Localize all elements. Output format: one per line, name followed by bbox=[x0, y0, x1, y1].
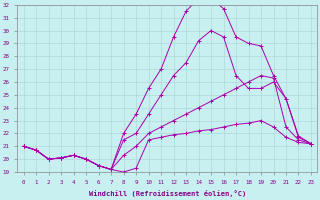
X-axis label: Windchill (Refroidissement éolien,°C): Windchill (Refroidissement éolien,°C) bbox=[89, 190, 246, 197]
